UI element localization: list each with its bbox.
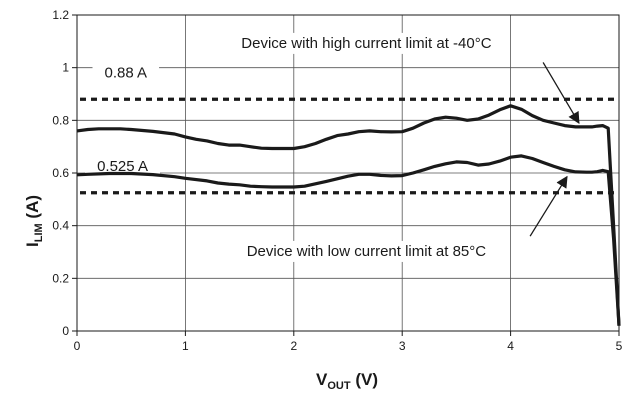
reference-label-bg [92, 61, 160, 85]
y-axis-title-sub: LIM [33, 223, 45, 242]
y-tick-label: 1.2 [52, 8, 69, 22]
annotation-arrow [542, 62, 580, 124]
x-tick-label: 5 [616, 339, 623, 353]
x-axis-title: VOUT (V) [316, 370, 378, 392]
axes [72, 14, 620, 336]
x-axis-title-main: V [316, 370, 328, 389]
annotations: Device with high current limit at -40°C D… [237, 32, 580, 262]
reference-line-label: 0.525 A [97, 158, 148, 175]
x-tick-label: 2 [290, 339, 297, 353]
reference-label-bg [85, 154, 160, 178]
data-series [76, 104, 621, 326]
y-axis-title-main: I [23, 242, 42, 247]
y-tick-label: 0.2 [52, 271, 69, 285]
y-axis-title-unit: (A) [23, 195, 42, 223]
x-axis-title-sub: OUT [327, 380, 351, 392]
annotation-label: Device with low current limit at 85°C [247, 243, 487, 260]
series-line-2 [76, 154, 621, 326]
y-tick-label: 0.6 [52, 166, 69, 180]
series-line-1 [76, 104, 621, 326]
y-tick-label: 1 [62, 61, 69, 75]
x-tick-label: 0 [74, 339, 81, 353]
y-tick-label: 0.8 [52, 113, 69, 127]
tick-labels: 0 0.2 0.4 0.6 0.8 1 1.2 0 1 2 3 4 5 [52, 8, 622, 353]
y-tick-label: 0 [62, 324, 69, 338]
x-tick-label: 4 [507, 339, 514, 353]
x-axis-title-unit: (V) [351, 370, 378, 389]
plot-frame [76, 14, 620, 332]
annotation-label: Device with high current limit at -40°C [241, 35, 491, 52]
reference-line-label: 0.88 A [105, 64, 148, 81]
x-tick-label: 1 [182, 339, 189, 353]
x-tick-label: 3 [399, 339, 406, 353]
y-tick-label: 0.4 [52, 219, 69, 233]
reference-lines: 0.88 A 0.525 A [80, 61, 616, 195]
annotation-arrow [529, 175, 568, 237]
y-axis-title: ILIM (A) [23, 195, 45, 247]
annotation-bg [237, 32, 496, 54]
annotation-bg [242, 240, 491, 262]
